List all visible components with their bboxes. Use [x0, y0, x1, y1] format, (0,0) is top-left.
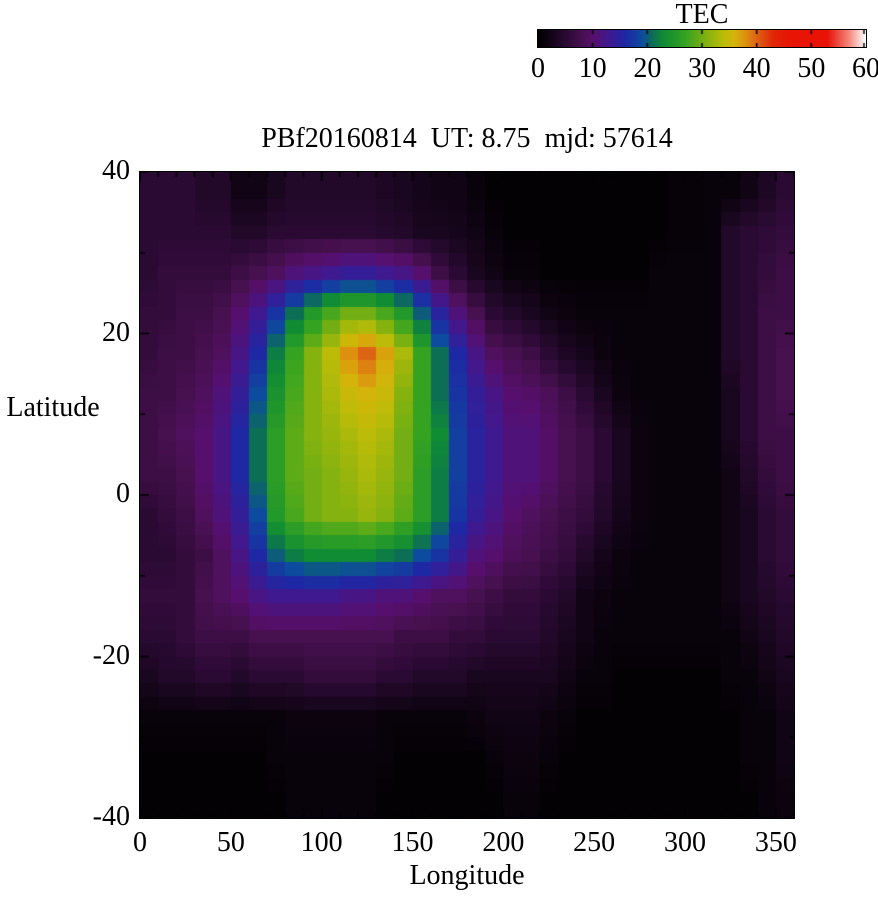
x-tick-label: 200: [482, 827, 525, 858]
colorbar-title: TEC: [675, 0, 729, 30]
y-tick-label: 20: [102, 316, 130, 348]
y-tick-label: -20: [92, 639, 130, 671]
colorbar-tick-label: 0: [531, 53, 545, 84]
colorbar-tick-label: 40: [742, 53, 771, 84]
x-tick-label: 50: [216, 827, 245, 858]
y-tick-label: 0: [116, 478, 130, 509]
x-tick-label: 150: [391, 827, 434, 858]
colorbar-tick-label: 60: [852, 53, 878, 84]
plot-title: PBf20160814 UT: 8.75 mjd: 57614: [261, 123, 673, 154]
x-axis-label: Longitude: [409, 860, 525, 891]
colorbar-tick-label: 10: [578, 53, 607, 84]
x-tick-label: 0: [133, 827, 147, 858]
x-tick-label: 250: [573, 827, 616, 858]
y-tick-label: 40: [102, 155, 130, 186]
colorbar-tick-label: 50: [797, 53, 826, 84]
x-tick-label: 300: [664, 827, 706, 858]
x-tick-label: 100: [300, 827, 343, 858]
plot-area: [139, 171, 795, 819]
heatmap-canvas: [140, 172, 794, 818]
colorbar-tick-label: 20: [633, 53, 662, 84]
colorbar-tick-label: 30: [688, 53, 716, 84]
y-axis-label: Latitude: [6, 392, 100, 423]
colorbar: [537, 29, 867, 48]
y-tick-label: -40: [92, 801, 130, 832]
x-tick-label: 350: [754, 827, 797, 858]
